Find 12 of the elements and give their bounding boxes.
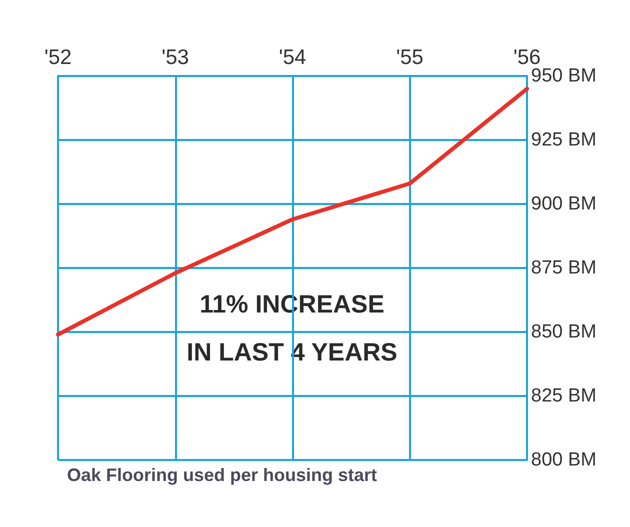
y-tick-label: 800 BM bbox=[531, 450, 596, 470]
x-tick-label: '55 bbox=[396, 46, 424, 69]
y-tick-label: 925 BM bbox=[531, 130, 596, 150]
x-tick-label: '52 bbox=[44, 46, 72, 69]
x-tick-label: '53 bbox=[162, 46, 189, 69]
y-tick-label: 850 BM bbox=[531, 322, 596, 342]
x-tick-label: '54 bbox=[278, 46, 306, 69]
line-series bbox=[56, 86, 529, 337]
text: Oak Flooring used per housing start bbox=[67, 465, 378, 485]
y-tick-label: 900 BM bbox=[531, 194, 596, 214]
y-tick-label: 875 BM bbox=[531, 258, 596, 278]
y-tick-label: 825 BM bbox=[531, 386, 596, 406]
